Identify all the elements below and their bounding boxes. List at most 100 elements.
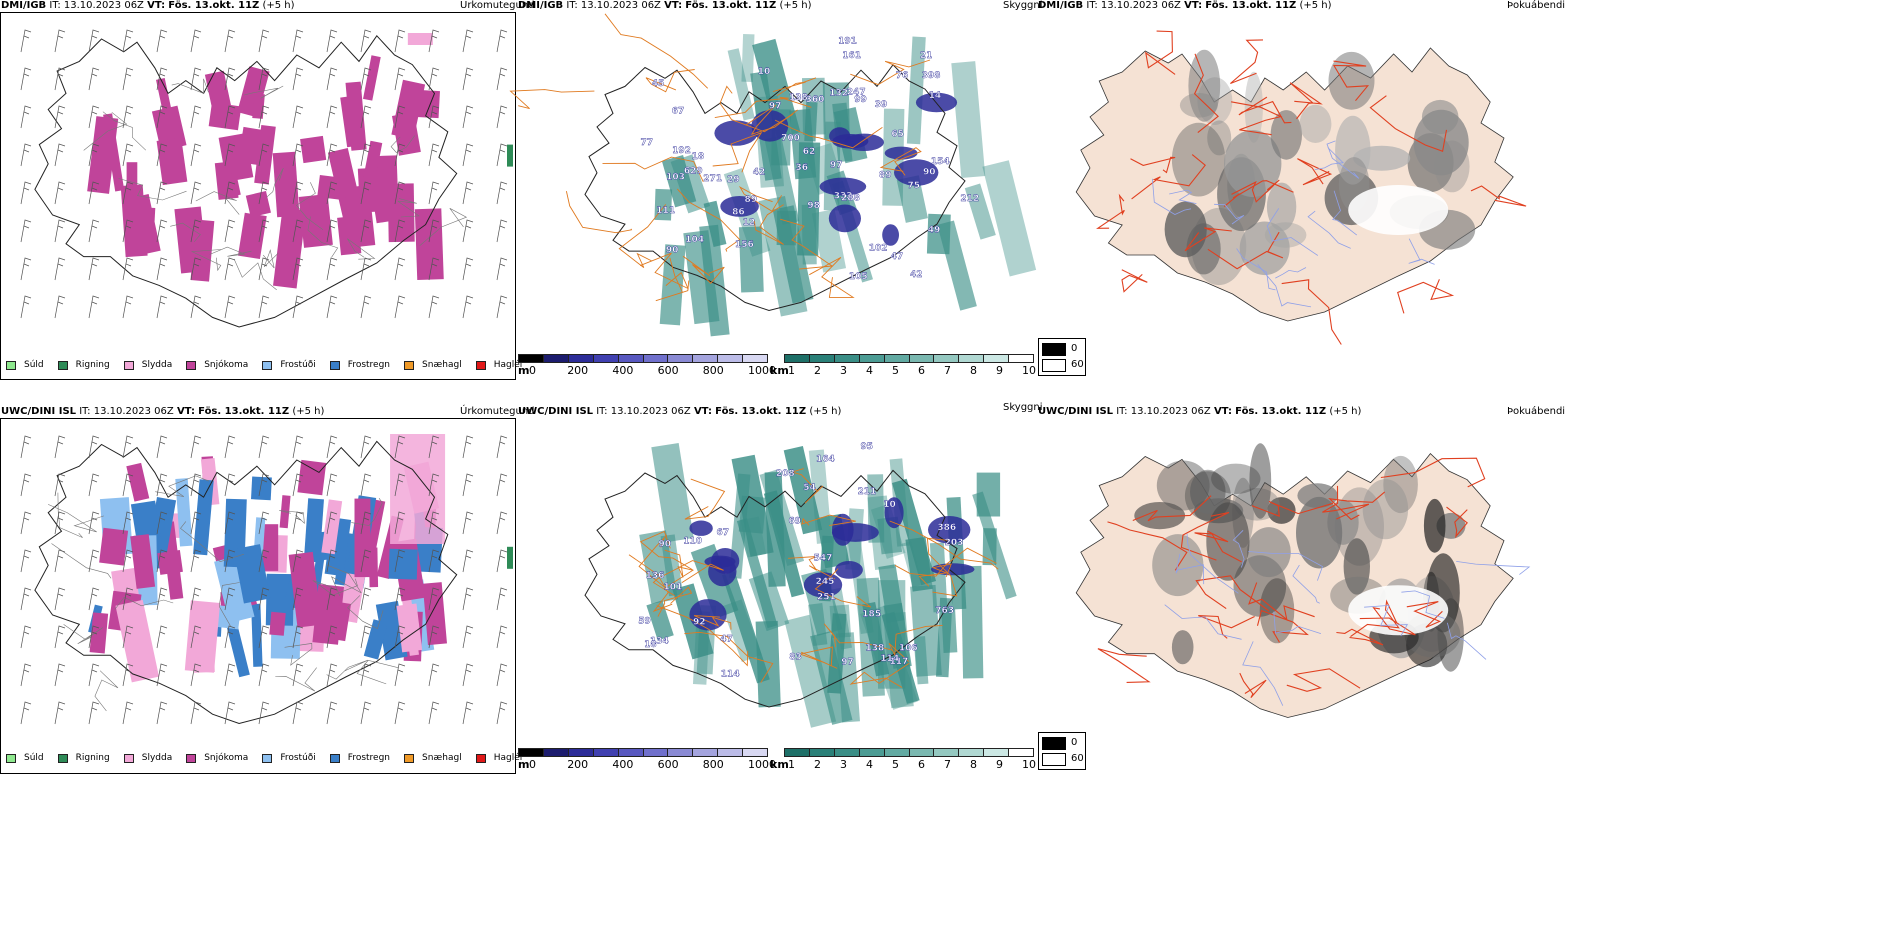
fog-swatch — [1042, 753, 1066, 766]
cloud-base-blob — [844, 133, 884, 151]
road-line — [1097, 648, 1151, 683]
fog-blob — [1353, 145, 1411, 171]
wind-barb — [326, 295, 338, 319]
fog-label: 60 — [1071, 359, 1084, 370]
visibility-tick: 3 — [840, 758, 847, 771]
road-line — [390, 135, 416, 153]
wind-barb — [122, 511, 134, 535]
visibility-tick: 5 — [892, 364, 899, 377]
wind-barb — [20, 29, 32, 53]
cloud-base-label: 99 — [854, 95, 867, 105]
legend-item: Frostregn — [329, 360, 390, 370]
wind-barb — [54, 511, 66, 535]
wind-barb — [122, 435, 134, 459]
road-line — [1132, 495, 1212, 522]
cloud-base-label: 104 — [685, 235, 704, 245]
wind-barb — [292, 143, 304, 167]
colorbar-cell — [785, 749, 810, 756]
colorbar-cell — [543, 749, 569, 756]
cloud-base-label: 271 — [703, 174, 722, 184]
cloud-base-label: 208 — [776, 469, 795, 479]
wind-barb — [122, 701, 134, 725]
wind-barb — [428, 511, 440, 535]
panel-type-label: Skyggni — [1003, 402, 1043, 413]
wind-barb — [20, 663, 32, 687]
cloud-panel-top: DMI/IGB IT: 13.10.2023 06Z VT: Fös. 13.o… — [509, 0, 1043, 382]
road-line — [809, 257, 855, 298]
cloud-base-label: 247 — [847, 88, 866, 98]
wind-barb — [428, 663, 440, 687]
road-line — [639, 252, 689, 290]
panel-type-label: Úrkomutegund — [460, 406, 535, 417]
visibility-colorbar — [784, 748, 1034, 757]
road-line — [1248, 582, 1315, 621]
precip-blob — [297, 459, 327, 496]
roads — [1097, 457, 1486, 698]
cloud-base-label: 69 — [789, 517, 802, 527]
wind-barb — [360, 29, 372, 53]
rain-area — [507, 144, 513, 167]
road-line — [655, 257, 690, 302]
legend-label: Rigning — [75, 360, 110, 370]
wind-barb — [88, 511, 100, 535]
height-tick: 600 — [657, 364, 679, 377]
visibility-blob — [829, 604, 852, 639]
wind-barb — [258, 67, 270, 91]
wind-barb — [292, 549, 304, 573]
wind-barb — [360, 295, 372, 319]
wind-barb — [88, 587, 100, 611]
colorbar-cell — [568, 355, 594, 362]
wind-barb — [258, 511, 270, 535]
visibility-blob — [727, 48, 755, 121]
river-line — [1326, 140, 1360, 179]
wind-barbs — [20, 29, 508, 319]
visibility-blob — [784, 614, 837, 728]
wind-barb — [360, 67, 372, 91]
cloud-base-label: 386 — [937, 523, 956, 533]
road-line — [780, 218, 834, 270]
glacier-area — [1348, 185, 1449, 235]
cloud-base-label: 36 — [796, 163, 809, 173]
wind-barb — [88, 663, 100, 687]
cloud-base-label: 191 — [838, 37, 857, 47]
precip-blob — [312, 584, 345, 645]
road-line — [657, 586, 693, 617]
wind-barb — [190, 257, 202, 281]
road-line — [356, 659, 399, 685]
roads — [47, 475, 399, 712]
visibility-blob — [783, 445, 823, 535]
wind-barb — [122, 257, 134, 281]
wind-barb — [224, 435, 236, 459]
legend-label: Slydda — [141, 360, 173, 370]
road-line — [1231, 101, 1283, 136]
cloud-base-label: 10 — [758, 67, 771, 77]
wind-barb — [394, 435, 406, 459]
cloud-base-label: 18 — [692, 152, 705, 162]
visibility-scale: km 1 2 3 4 5 6 7 8 9 10 — [770, 748, 1036, 772]
precip-blob — [251, 603, 263, 667]
wind-barb — [190, 29, 202, 53]
river-line — [1232, 530, 1245, 568]
wind-barb — [462, 29, 474, 53]
colorbar-cell — [859, 749, 885, 756]
colorbar-cell — [809, 355, 835, 362]
wind-barb — [428, 587, 440, 611]
precip-blob — [368, 547, 379, 588]
rain-area — [507, 546, 513, 569]
cloud-base-label: 138 — [866, 643, 885, 653]
wind-barb — [326, 29, 338, 53]
rivers — [1152, 140, 1435, 308]
height-tick: 0 — [529, 758, 536, 771]
fog-blob — [1259, 578, 1295, 644]
wind-barb — [258, 435, 270, 459]
road-line — [1359, 607, 1416, 636]
visibility-colorbar — [784, 354, 1034, 363]
visibility-blob — [764, 135, 800, 225]
road-line — [1256, 609, 1309, 643]
wind-barb — [122, 181, 134, 205]
height-tick: 0 — [529, 364, 536, 377]
fog-blob — [1188, 49, 1221, 122]
sleet-area — [407, 33, 433, 45]
wind-barb — [360, 663, 372, 687]
road-line — [94, 670, 119, 712]
